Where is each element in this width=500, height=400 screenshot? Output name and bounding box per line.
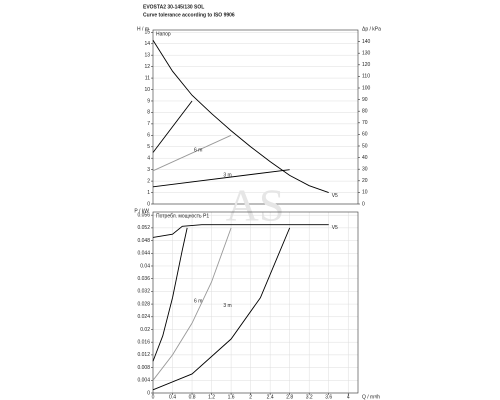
y-tick-label: 0.024 [137,314,150,320]
y2-tick-label: 90 [362,97,368,103]
x-tick-label: 2.4 [267,394,274,400]
y-tick-label: 1 [147,190,150,196]
y-tick-label: 9 [147,98,150,104]
y-tick-label: 0 [147,201,150,207]
x-tick-label: 1.6 [228,394,235,400]
y-tick-label: 7 [147,121,150,127]
series-label: V5 [332,193,338,199]
y-tick-label: 0 [147,390,150,396]
y-tick-label: 12 [144,64,150,70]
y-tick-label: 4 [147,156,150,162]
series-label: 3 m [223,303,231,309]
y2-axis-label: Δp / kPa [362,26,381,32]
y2-tick-label: 100 [362,85,371,91]
curve [152,227,232,381]
x-tick-label: 3.6 [325,394,332,400]
x-tick-label: 0.8 [189,394,196,400]
y-axis-label: H / m [137,26,149,32]
y-tick-label: 0.028 [137,301,150,307]
curve [152,40,329,193]
x-tick-label: 0 [152,394,155,400]
y-tick-label: 5 [147,144,150,150]
y-tick-label: 15 [144,30,150,36]
x-tick-label: 0.4 [169,394,176,400]
y-tick-label: 0.004 [137,378,150,384]
y2-tick-label: 50 [362,143,368,149]
panel-label: Напор [156,31,171,37]
x-axis-label: Q / m³/h [362,394,380,400]
y2-tick-label: 30 [362,167,368,173]
curve [152,227,291,391]
curve [152,169,290,188]
y-tick-label: 0.032 [137,289,150,295]
y-tick-label: 2 [147,178,150,184]
curve [152,100,193,153]
plot-frame [152,211,359,394]
x-tick-label: 1.2 [208,394,215,400]
y2-tick-label: 120 [362,62,371,68]
y-tick-label: 11 [145,75,150,81]
x-tick-label: 4 [347,394,350,400]
y-tick-label: 0.012 [137,352,150,358]
panel-label: Потребл. мощность P1 [156,213,209,219]
y2-tick-label: 80 [362,109,368,115]
y-tick-label: 0.008 [137,365,150,371]
series-label: 6 m [194,147,202,153]
y-tick-label: 0.044 [137,251,150,257]
y-tick-label: 6 [147,133,150,139]
y2-tick-label: 70 [362,120,368,126]
y2-tick-label: 110 [362,74,370,80]
y-tick-label: 0.036 [137,276,150,282]
series-label: 3 m [223,173,231,179]
x-tick-label: 2.8 [286,394,293,400]
chart-title: EVOSTA2 30-145/130 SOL [143,4,204,10]
y-tick-label: 0.056 [137,213,150,219]
y2-tick-label: 60 [362,132,368,138]
y-axis-label: P / kW [134,208,149,214]
plot-frame [152,29,359,205]
x-tick-label: 2 [249,394,252,400]
curve [152,134,232,172]
y2-tick-label: 40 [362,155,368,161]
y2-tick-label: 20 [362,178,368,184]
y-tick-label: 10 [144,87,150,93]
watermark: AS [226,180,285,231]
series-label: V5 [332,225,338,231]
y2-tick-label: 0 [362,201,365,207]
y2-tick-label: 10 [362,190,368,196]
chart-subtitle: Curve tolerance according to ISO 9906 [143,12,235,18]
y-tick-label: 0.04 [140,263,150,269]
y-tick-label: 3 [147,167,150,173]
y-tick-label: 0.02 [140,327,150,333]
y2-tick-label: 130 [362,51,371,57]
series-label: 6 m [194,298,202,304]
y-tick-label: 8 [147,110,150,116]
y-tick-label: 14 [144,41,150,47]
y-tick-label: 0.048 [137,238,150,244]
curve [152,224,329,238]
y-tick-label: 0.016 [137,340,150,346]
y-tick-label: 13 [144,53,150,59]
curve [152,227,188,362]
x-tick-label: 3.2 [306,394,313,400]
y2-tick-label: 140 [362,39,371,45]
y-tick-label: 0.052 [137,225,150,231]
